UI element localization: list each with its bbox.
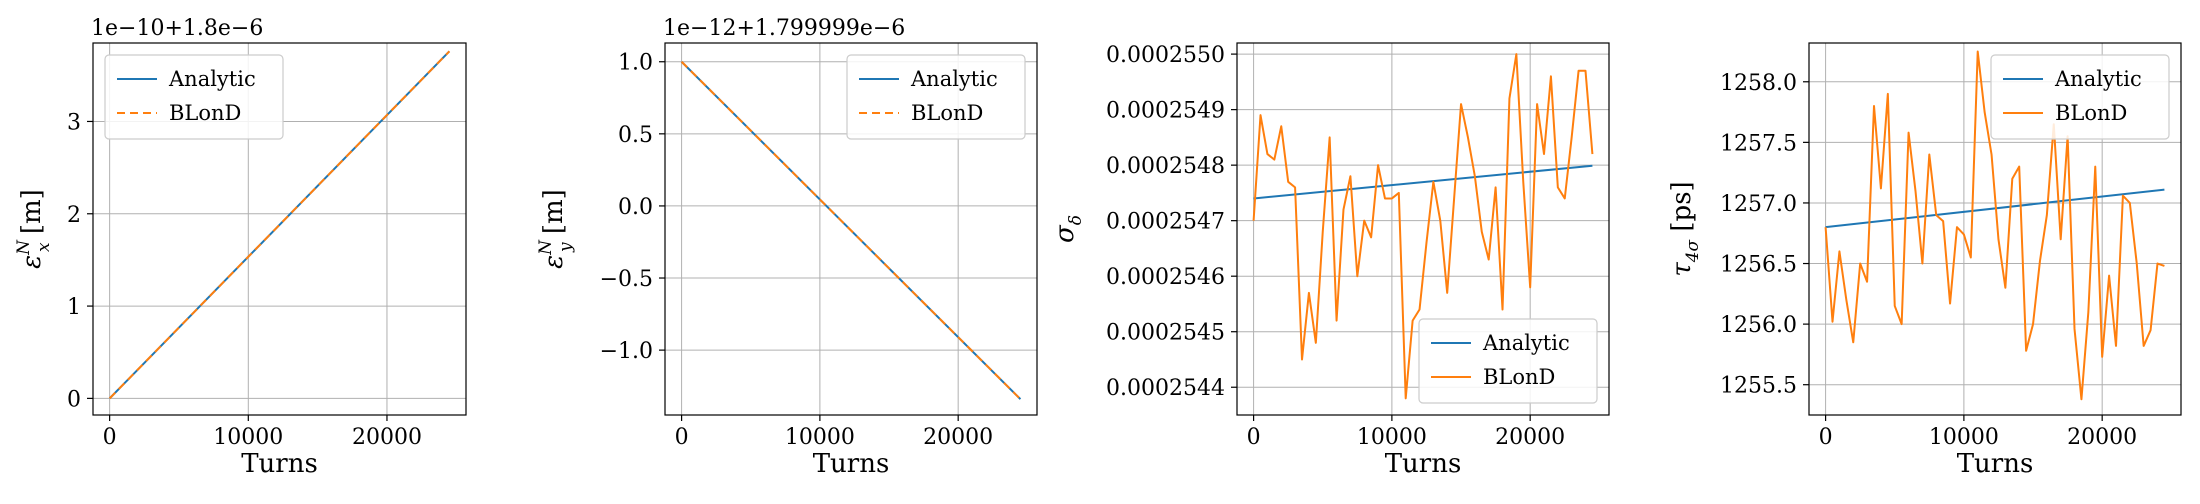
x-tick-label: 20000	[352, 425, 422, 450]
chart-panel-2: 0 10000 20000 1.0 0.5 0.0 −0.5 −1.0 Turns εNy [m]…	[536, 16, 1038, 479]
y-tick-label: 1257.5	[1720, 131, 1797, 156]
x-tick-label: 10000	[785, 425, 855, 450]
series-line-blond	[108, 50, 451, 400]
legend: Analytic BLonD	[846, 54, 1026, 140]
plot-frame	[1808, 42, 2182, 416]
y-tick-label: −1.0	[600, 339, 653, 364]
y-tick-label: 0.0002549	[1106, 99, 1225, 124]
chart-panel-3: 0 10000 20000 0.0002550 0.0002549 0.0002548 0.…	[1050, 42, 1610, 479]
y-tick-label: 1.0	[618, 51, 653, 76]
chart-panel-1: 0 10000 20000 0 1 2 3 Turns εNx [m] 1e−10+1.8e−6 A…	[14, 16, 467, 479]
y-tick-label: 0.5	[618, 123, 653, 148]
y-axis-label: τ4σ [ps]	[1667, 181, 1703, 276]
chart-panel-4: 0 10000 20000 1258.0 1257.5 1257.0 1256.5 1256.…	[1667, 42, 2182, 479]
legend: Analytic BLonD	[1418, 318, 1598, 404]
y-tick-label: 3	[67, 110, 81, 135]
series-line-analytic	[1253, 164, 1593, 200]
legend-label-analytic: Analytic	[910, 67, 998, 91]
x-tick-label: 0	[1247, 425, 1261, 450]
y-tick-label: 1	[67, 295, 81, 320]
legend-box	[1990, 54, 2170, 140]
x-axis-label: Turns	[1385, 449, 1462, 479]
x-tick-label: 0	[103, 425, 117, 450]
x-tick-label: 10000	[1929, 425, 1999, 450]
x-tick-label: 20000	[2067, 425, 2137, 450]
legend-label-analytic: Analytic	[168, 67, 256, 91]
y-tick-label: 0.0002545	[1106, 321, 1225, 346]
legend-label-blond: BLonD	[2055, 101, 2127, 125]
y-tick-label: −0.5	[600, 267, 653, 292]
axis-offset-text: 1e−10+1.8e−6	[91, 16, 263, 41]
y-tick-label: 0.0002548	[1106, 154, 1225, 179]
y-tick-label: 1256.0	[1720, 313, 1797, 338]
x-tick-label: 10000	[213, 425, 283, 450]
legend: Analytic BLonD	[1990, 54, 2170, 140]
y-tick-label: 0.0	[618, 195, 653, 220]
legend-label-analytic: Analytic	[1482, 331, 1570, 355]
legend-box	[1418, 318, 1598, 404]
y-axis-label: εNy [m]	[536, 189, 576, 269]
y-axis-label: εNx [m]	[14, 189, 54, 269]
legend-label-analytic: Analytic	[2054, 67, 2142, 91]
x-axis-label: Turns	[241, 449, 318, 479]
x-tick-label: 10000	[1357, 425, 1427, 450]
axis-offset-text: 1e−12+1.799999e−6	[663, 16, 905, 41]
series-line-blond	[1824, 50, 2165, 401]
legend: Analytic BLonD	[104, 54, 284, 140]
series-line-blond	[1252, 53, 1594, 400]
y-tick-label: 0	[67, 387, 81, 412]
y-tick-label: 1255.5	[1720, 374, 1797, 399]
plot-frame	[1236, 42, 1610, 416]
series-line-blond	[680, 61, 1022, 400]
x-tick-label: 20000	[1495, 425, 1565, 450]
y-tick-label: 0.0002547	[1106, 210, 1225, 235]
y-tick-label: 0.0002550	[1106, 43, 1225, 68]
legend-box	[104, 54, 284, 140]
x-axis-label: Turns	[1957, 449, 2034, 479]
y-axis-label: σδ	[1050, 215, 1086, 243]
plot-frame	[664, 42, 1038, 416]
y-tick-label: 1256.5	[1720, 253, 1797, 278]
y-tick-label: 1257.0	[1720, 192, 1797, 217]
x-tick-label: 0	[1819, 425, 1833, 450]
legend-label-blond: BLonD	[1483, 365, 1555, 389]
y-tick-label: 2	[67, 203, 81, 228]
legend-label-blond: BLonD	[169, 101, 241, 125]
y-tick-label: 0.0002546	[1106, 265, 1225, 290]
legend-box	[846, 54, 1026, 140]
x-axis-label: Turns	[813, 449, 890, 479]
y-tick-label: 0.0002544	[1106, 376, 1225, 401]
y-tick-label: 1258.0	[1720, 71, 1797, 96]
legend-label-blond: BLonD	[911, 101, 983, 125]
x-tick-label: 0	[675, 425, 689, 450]
x-tick-label: 20000	[923, 425, 993, 450]
plot-frame	[92, 42, 467, 416]
